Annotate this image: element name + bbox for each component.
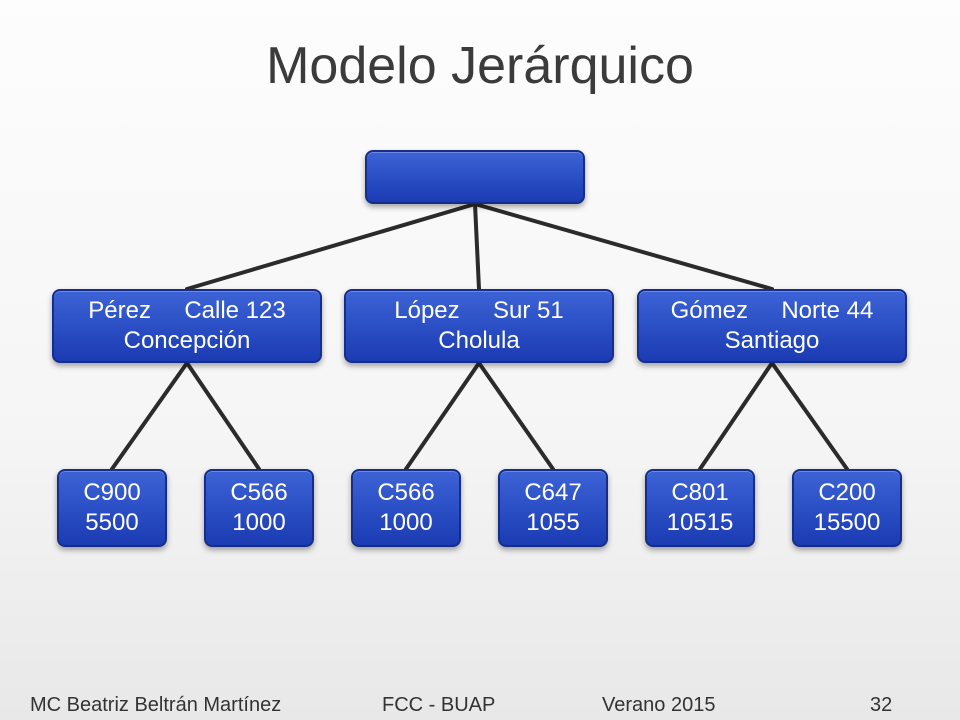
node-perez: Pérez Calle 123Concepción (52, 289, 322, 363)
footer-author: MC Beatriz Beltrán Martínez (30, 694, 281, 717)
node-lopez-line1: López Sur 51 (394, 296, 563, 326)
footer-page: 32 (870, 694, 892, 717)
footer-term: Verano 2015 (602, 694, 715, 717)
node-c566b: C5661000 (351, 469, 461, 547)
node-c566a: C5661000 (204, 469, 314, 547)
edge-perez-c900 (112, 363, 187, 469)
node-c801-line2: 10515 (667, 508, 734, 538)
node-c647: C6471055 (498, 469, 608, 547)
node-c647-line2: 1055 (526, 508, 579, 538)
node-c900-line1: C900 (83, 478, 140, 508)
edge-root-lopez (475, 204, 479, 289)
node-c200-line1: C200 (818, 478, 875, 508)
node-c900-line2: 5500 (85, 508, 138, 538)
node-gomez-line1: Gómez Norte 44 (671, 296, 874, 326)
edge-gomez-c801 (700, 363, 772, 469)
node-perez-line1: Pérez Calle 123 (88, 296, 285, 326)
node-c566b-line2: 1000 (379, 508, 432, 538)
node-lopez-line2: Cholula (438, 326, 519, 356)
node-c900: C9005500 (57, 469, 167, 547)
node-c566a-line1: C566 (230, 478, 287, 508)
node-c200-line2: 15500 (814, 508, 881, 538)
edge-lopez-c566b (406, 363, 479, 469)
node-lopez: López Sur 51Cholula (344, 289, 614, 363)
slide: Modelo Jerárquico Pérez Calle 123Concepc… (0, 0, 960, 720)
node-gomez-line2: Santiago (725, 326, 820, 356)
edge-gomez-c200 (772, 363, 847, 469)
edge-root-perez (187, 204, 475, 289)
node-c566b-line1: C566 (377, 478, 434, 508)
edge-root-gomez (475, 204, 772, 289)
node-c801: C80110515 (645, 469, 755, 547)
slide-title: Modelo Jerárquico (0, 36, 960, 96)
node-c200: C20015500 (792, 469, 902, 547)
node-perez-line2: Concepción (124, 326, 251, 356)
node-c647-line1: C647 (524, 478, 581, 508)
node-root (365, 150, 585, 204)
node-gomez: Gómez Norte 44Santiago (637, 289, 907, 363)
footer-org: FCC - BUAP (382, 694, 495, 717)
node-c566a-line2: 1000 (232, 508, 285, 538)
edge-perez-c566a (187, 363, 259, 469)
edge-lopez-c647 (479, 363, 553, 469)
node-c801-line1: C801 (671, 478, 728, 508)
